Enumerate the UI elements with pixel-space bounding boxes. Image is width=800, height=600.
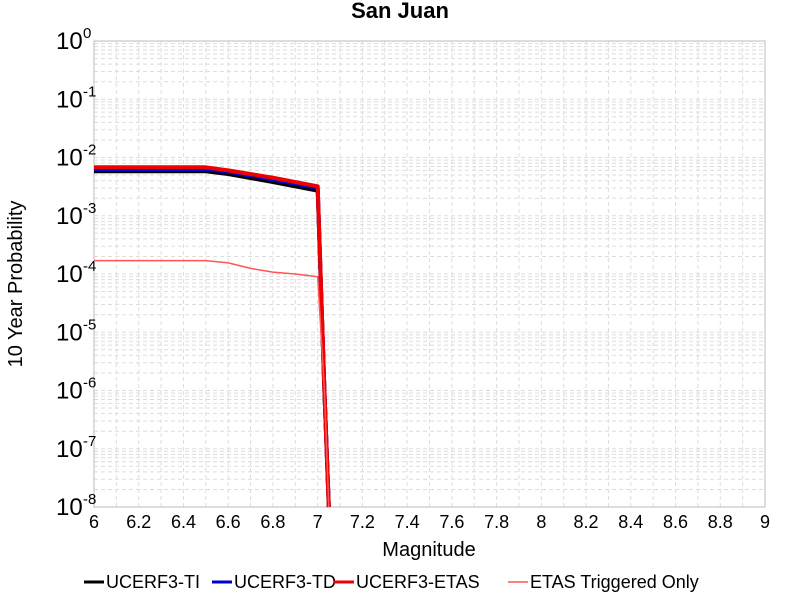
y-tick-exponent: -8 [83, 491, 96, 508]
y-tick-base: 10 [56, 494, 83, 521]
y-tick-base: 10 [56, 145, 83, 172]
x-axis-title: Magnitude [382, 539, 475, 561]
legend-item: UCERF3-TD [212, 572, 336, 592]
x-tick-label: 6.6 [216, 512, 241, 532]
x-tick-label: 8.8 [708, 512, 733, 532]
x-tick-label: 8 [536, 512, 546, 532]
x-tick-label: 6.2 [126, 512, 151, 532]
y-tick-label: 10 -7 [56, 433, 96, 463]
legend-label: ETAS Triggered Only [530, 572, 699, 592]
y-tick-label: 10 -6 [56, 375, 96, 405]
y-tick-exponent: -5 [83, 316, 96, 333]
y-tick-label: 10 -1 [56, 83, 96, 113]
y-axis-title: 10 Year Probability [5, 201, 27, 368]
x-tick-label: 7.6 [439, 512, 464, 532]
x-tick-label: 8.6 [663, 512, 688, 532]
y-tick-exponent: -7 [83, 433, 96, 450]
y-tick-label: 10 -8 [56, 491, 96, 521]
series-lines [94, 165, 331, 508]
y-tick-exponent: -1 [83, 83, 96, 100]
x-tick-label: 6.4 [171, 512, 196, 532]
y-tick-base: 10 [56, 319, 83, 346]
series-line-etas-triggered-only [94, 259, 330, 508]
y-tick-label: 10 0 [56, 25, 91, 55]
x-tick-label: 6.8 [260, 512, 285, 532]
y-tick-exponent: -6 [83, 375, 96, 392]
y-tick-base: 10 [56, 203, 83, 230]
legend-item: UCERF3-ETAS [334, 572, 480, 592]
chart-title: San Juan [351, 0, 449, 23]
y-tick-exponent: -4 [83, 258, 96, 275]
y-tick-exponent: -2 [83, 142, 96, 159]
y-tick-base: 10 [56, 378, 83, 405]
y-tick-label: 10 -3 [56, 200, 96, 230]
y-tick-exponent: -3 [83, 200, 96, 217]
x-tick-label: 6 [89, 512, 99, 532]
x-tick-label: 9 [760, 512, 770, 532]
x-tick-label: 7.4 [395, 512, 420, 532]
y-tick-base: 10 [56, 436, 83, 463]
legend-item: UCERF3-TI [84, 572, 200, 592]
x-tick-label: 7.2 [350, 512, 375, 532]
plot-area [93, 40, 766, 508]
x-tick-label: 8.4 [618, 512, 643, 532]
y-tick-exponent: 0 [83, 25, 91, 42]
legend: UCERF3-TI UCERF3-TD UCERF3-ETAS ETAS Trigge… [84, 572, 699, 592]
legend-label: UCERF3-TI [106, 572, 200, 592]
x-tick-label: 8.2 [574, 512, 599, 532]
x-tick-label: 7.8 [484, 512, 509, 532]
legend-item: ETAS Triggered Only [508, 572, 699, 592]
legend-label: UCERF3-ETAS [356, 572, 480, 592]
y-tick-label: 10 -4 [56, 258, 96, 288]
legend-label: UCERF3-TD [234, 572, 336, 592]
y-tick-label: 10 -5 [56, 316, 96, 346]
y-tick-label: 10 -2 [56, 142, 96, 172]
y-tick-base: 10 [56, 261, 83, 288]
grid [94, 41, 765, 507]
y-tick-base: 10 [56, 28, 83, 55]
x-axis-ticks: 6 6.2 6.4 6.6 6.8 7 7.2 7.4 7.6 7.8 8 8.2 8.4 8.6 8.8 9 [89, 512, 770, 532]
y-tick-base: 10 [56, 86, 83, 113]
x-tick-label: 7 [313, 512, 323, 532]
